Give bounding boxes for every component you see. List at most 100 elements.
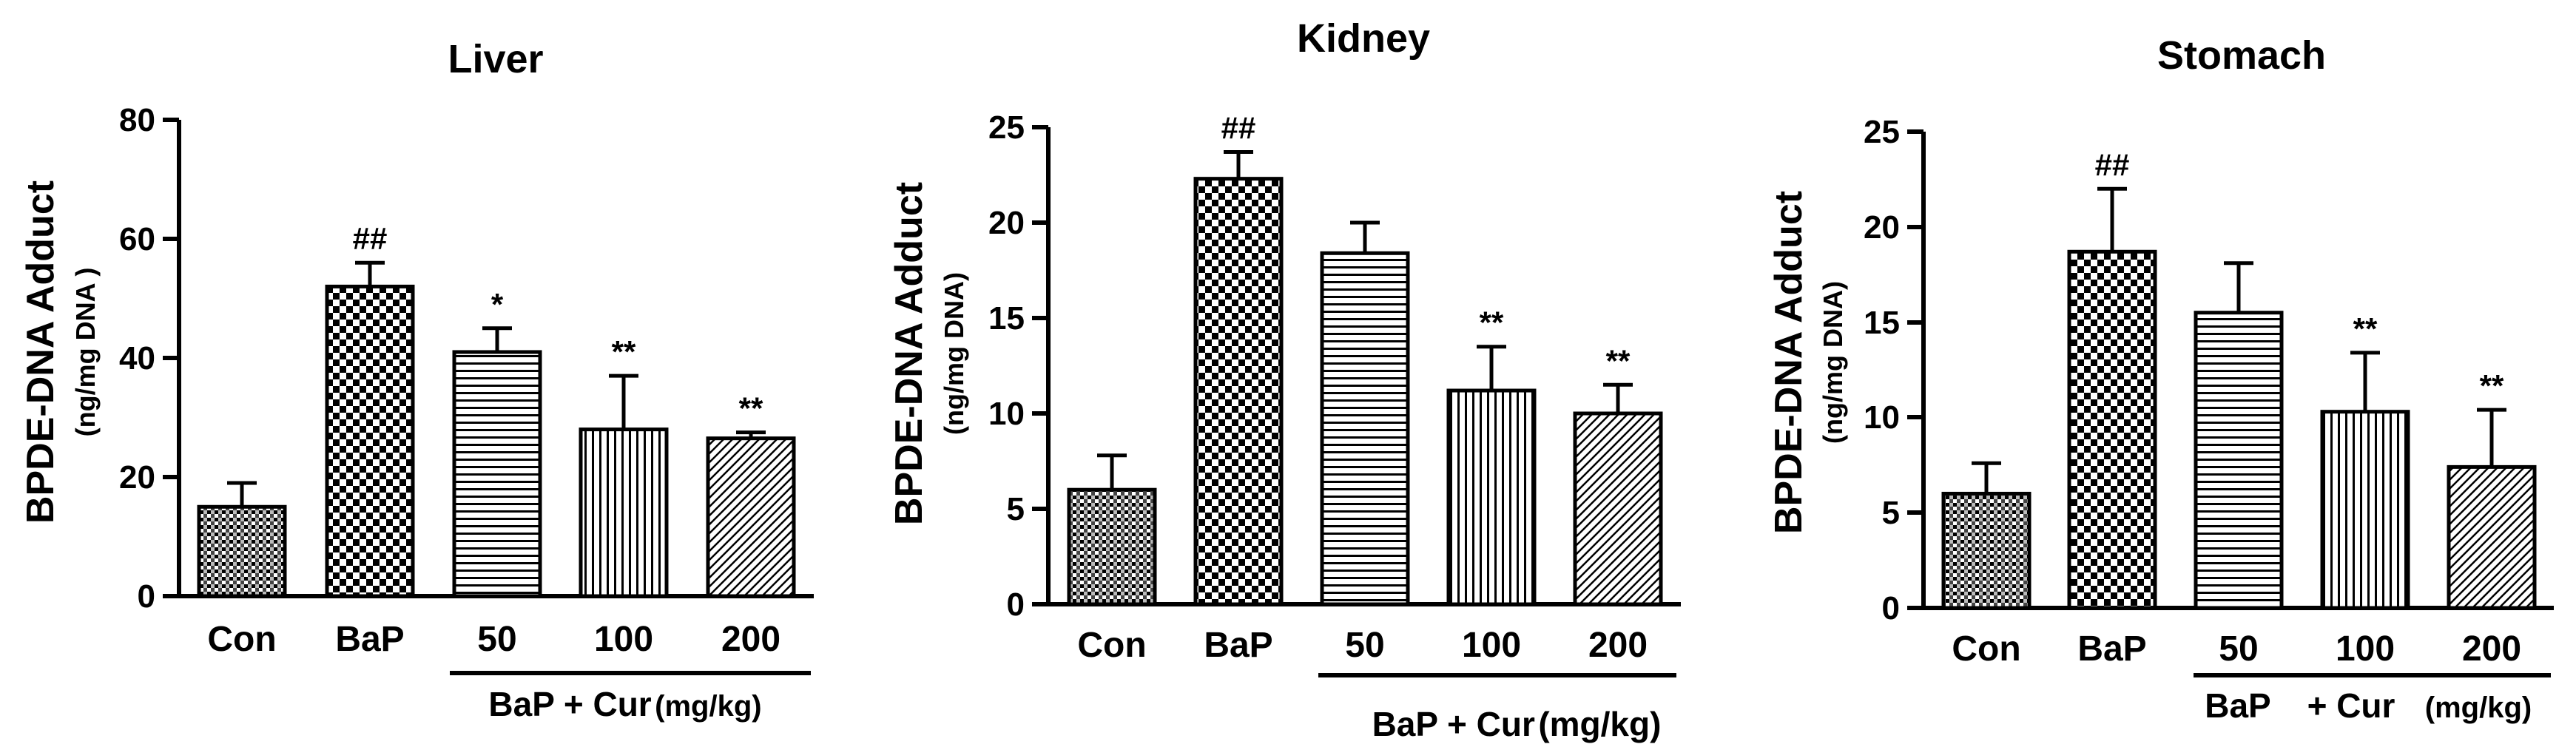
- bar-con: [1941, 491, 2032, 610]
- bar-cur-100: [1446, 388, 1537, 606]
- x-label-100: 100: [594, 620, 653, 659]
- error-bars: [227, 260, 766, 507]
- y-tick-label: 80: [119, 102, 155, 138]
- error-bar-cur-50: [1350, 220, 1380, 254]
- y-tick-label: 15: [988, 300, 1025, 337]
- group-label-unit: (mg/kg): [2425, 692, 2532, 724]
- significance-marks: ## ** **: [1221, 111, 1631, 379]
- y-tick-label: 15: [1864, 305, 1900, 341]
- y-tick-label: 0: [1007, 587, 1025, 623]
- bar-cur-100: [2320, 410, 2410, 610]
- group-label: BaP + Cur (mg/kg): [488, 685, 761, 723]
- chart-title: Stomach: [2157, 33, 2326, 78]
- error-bar-bap: [1224, 150, 1253, 179]
- sig-cur-100: **: [1480, 305, 1504, 340]
- x-label-con: Con: [1952, 629, 2020, 669]
- error-bar-con: [227, 481, 257, 507]
- y-tick-label: 10: [1864, 399, 1900, 436]
- x-label-50: 50: [477, 620, 516, 659]
- error-bar-cur-50: [482, 326, 512, 352]
- group-label-unit: (mg/kg): [655, 690, 761, 723]
- bar-cur-200: [1573, 411, 1663, 606]
- x-label-200: 200: [721, 620, 780, 659]
- error-bar-cur-200: [736, 430, 766, 439]
- group-label-main: BaP + Cur: [1372, 705, 1535, 743]
- y-axis-unit: (ng/mg DNA): [1818, 281, 1848, 444]
- sig-bap: ##: [2095, 147, 2130, 182]
- x-label-50: 50: [1345, 626, 1384, 665]
- chart-title: Kidney: [1297, 16, 1430, 61]
- error-bar-con: [1972, 461, 2001, 494]
- error-bar-bap: [355, 260, 385, 287]
- bar-cur-50: [1320, 251, 1410, 606]
- bar-bap: [2067, 249, 2157, 610]
- group-label-main: BaP: [2205, 686, 2270, 725]
- bar-cur-100: [579, 427, 669, 598]
- y-axis: 25 20 15 10 5 0: [988, 109, 1051, 623]
- bar-bap: [325, 284, 415, 598]
- x-category-labels: Con BaP 50 100 200: [1952, 629, 2521, 669]
- y-axis-unit: (ng/mg DNA): [939, 272, 969, 435]
- bars: [1941, 249, 2537, 610]
- error-bar-cur-200: [2477, 408, 2506, 467]
- bar-cur-200: [706, 436, 796, 598]
- y-tick-label: 20: [119, 459, 155, 496]
- bars: [197, 284, 796, 598]
- x-label-con: Con: [207, 620, 276, 659]
- x-label-200: 200: [2462, 629, 2521, 669]
- x-label-100: 100: [2336, 629, 2395, 669]
- x-label-con: Con: [1077, 626, 1146, 665]
- error-bar-cur-100: [609, 374, 638, 430]
- bar-cur-50: [2194, 311, 2284, 610]
- group-label-main: BaP + Cur: [488, 685, 651, 723]
- x-label-50: 50: [2219, 629, 2258, 669]
- y-axis: 80 60 40 20 0: [119, 102, 181, 615]
- y-tick-label: 60: [119, 221, 155, 257]
- sig-cur-100: **: [2353, 311, 2378, 346]
- x-label-100: 100: [1462, 626, 1521, 665]
- error-bar-bap: [2097, 186, 2127, 252]
- y-tick-label: 25: [988, 109, 1025, 146]
- bar-bap: [1193, 177, 1284, 606]
- y-axis-label: BPDE-DNA Adduct: [19, 180, 62, 524]
- error-bars: [1097, 150, 1633, 490]
- y-axis-unit: (ng/mg DNA ): [70, 268, 101, 437]
- y-tick-label: 0: [1882, 590, 1900, 626]
- x-category-labels: Con BaP 50 100 200: [1077, 626, 1648, 665]
- sig-bap: ##: [353, 221, 388, 256]
- panel-stomach: Stomach BPDE-DNA Adduct (ng/mg DNA) 25 2…: [1767, 33, 2554, 725]
- y-axis-label: BPDE-DNA Adduct: [888, 182, 931, 525]
- panel-liver: Liver BPDE-DNA Adduct (ng/mg DNA ) 80 60…: [19, 37, 814, 723]
- error-bar-cur-100: [2350, 351, 2380, 412]
- sig-cur-200: **: [2480, 368, 2504, 403]
- y-tick-label: 20: [1864, 209, 1900, 246]
- sig-bap: ##: [1221, 111, 1256, 146]
- group-label-main2: + Cur: [2307, 686, 2395, 725]
- y-axis-label: BPDE-DNA Adduct: [1767, 191, 1810, 534]
- sig-cur-100: **: [612, 334, 636, 369]
- significance-marks: ## ** **: [2095, 147, 2504, 403]
- y-tick-label: 5: [1007, 491, 1025, 527]
- y-tick-label: 40: [119, 340, 155, 376]
- error-bar-cur-50: [2224, 261, 2253, 313]
- x-category-labels: Con BaP 50 100 200: [207, 620, 780, 659]
- y-tick-label: 25: [1864, 114, 1900, 150]
- error-bar-cur-200: [1603, 382, 1633, 413]
- y-tick-label: 5: [1882, 495, 1900, 531]
- sig-cur-200: **: [1606, 343, 1631, 378]
- y-tick-label: 0: [138, 578, 155, 615]
- bar-cur-50: [452, 350, 542, 598]
- bar-con: [197, 504, 287, 598]
- sig-cur-50: *: [491, 287, 504, 322]
- bars: [1067, 177, 1663, 606]
- panel-kidney: Kidney BPDE-DNA Adduct (ng/mg DNA) 25 20…: [888, 16, 1681, 743]
- y-axis: 25 20 15 10 5 0: [1864, 114, 1926, 626]
- error-bar-con: [1097, 453, 1127, 490]
- error-bars: [1972, 186, 2506, 494]
- group-label: BaP + Cur (mg/kg): [1372, 705, 1662, 743]
- x-label-bap: BaP: [1204, 626, 1272, 665]
- significance-marks: ## * ** **: [353, 221, 763, 425]
- y-tick-label: 10: [988, 396, 1025, 432]
- x-label-bap: BaP: [335, 620, 404, 659]
